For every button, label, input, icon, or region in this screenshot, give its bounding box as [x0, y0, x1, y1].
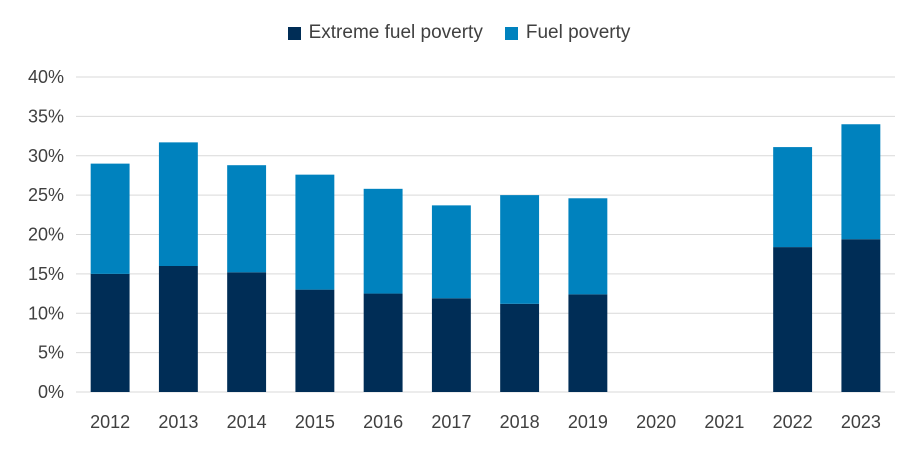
bar-extreme-fuel-poverty: [90, 273, 130, 392]
bar-fuel-poverty: [295, 174, 335, 290]
bar-fuel-poverty: [500, 195, 540, 304]
legend-item-extreme-fuel-poverty: Extreme fuel poverty: [287, 22, 483, 44]
legend-label-extreme: Extreme fuel poverty: [308, 22, 483, 43]
x-axis: 2012 2013 2014 2015 2016 2017 2018 2019 2020 2021…: [90, 412, 881, 432]
bar-extreme-fuel-poverty: [500, 303, 540, 392]
y-tick-label: 35%: [28, 106, 64, 126]
bars: [90, 124, 881, 392]
bar-fuel-poverty: [841, 124, 881, 240]
bar-extreme-fuel-poverty: [158, 266, 198, 392]
x-tick-label: 2017: [431, 412, 471, 432]
bar-fuel-poverty: [158, 142, 198, 266]
y-axis: 0% 5% 10% 15% 20% 25% 30% 35% 40%: [28, 67, 64, 402]
y-tick-label: 0%: [38, 382, 64, 402]
x-tick-label: 2022: [773, 412, 813, 432]
x-tick-label: 2016: [363, 412, 403, 432]
x-tick-label: 2014: [227, 412, 267, 432]
legend: Extreme fuel poverty Fuel poverty: [0, 22, 918, 44]
gridlines: [76, 76, 895, 393]
y-tick-label: 40%: [28, 67, 64, 87]
x-tick-label: 2020: [636, 412, 676, 432]
bar-fuel-poverty: [568, 198, 608, 295]
bar-fuel-poverty: [90, 163, 130, 274]
y-tick-label: 30%: [28, 146, 64, 166]
y-tick-label: 15%: [28, 264, 64, 284]
x-tick-label: 2023: [841, 412, 881, 432]
bar-fuel-poverty: [363, 188, 403, 294]
bar-extreme-fuel-poverty: [227, 272, 267, 392]
y-tick-label: 10%: [28, 303, 64, 323]
x-tick-label: 2015: [295, 412, 335, 432]
bar-extreme-fuel-poverty: [773, 247, 813, 392]
y-tick-label: 25%: [28, 185, 64, 205]
x-tick-label: 2012: [90, 412, 130, 432]
bar-extreme-fuel-poverty: [568, 294, 608, 392]
x-tick-label: 2019: [568, 412, 608, 432]
x-tick-label: 2018: [500, 412, 540, 432]
y-tick-label: 5%: [38, 343, 64, 363]
bar-extreme-fuel-poverty: [431, 298, 471, 392]
bar-extreme-fuel-poverty: [841, 239, 881, 392]
y-tick-label: 20%: [28, 225, 64, 245]
x-tick-label: 2021: [704, 412, 744, 432]
x-tick-label: 2013: [158, 412, 198, 432]
legend-item-fuel-poverty: Fuel poverty: [504, 22, 631, 44]
legend-swatch-fuel: [504, 26, 518, 40]
bar-fuel-poverty: [227, 165, 267, 273]
bar-fuel-poverty: [773, 147, 813, 248]
bar-extreme-fuel-poverty: [363, 293, 403, 392]
legend-label-fuel: Fuel poverty: [525, 22, 631, 43]
bar-fuel-poverty: [431, 205, 471, 299]
bar-extreme-fuel-poverty: [295, 289, 335, 392]
legend-swatch-extreme: [287, 26, 301, 40]
